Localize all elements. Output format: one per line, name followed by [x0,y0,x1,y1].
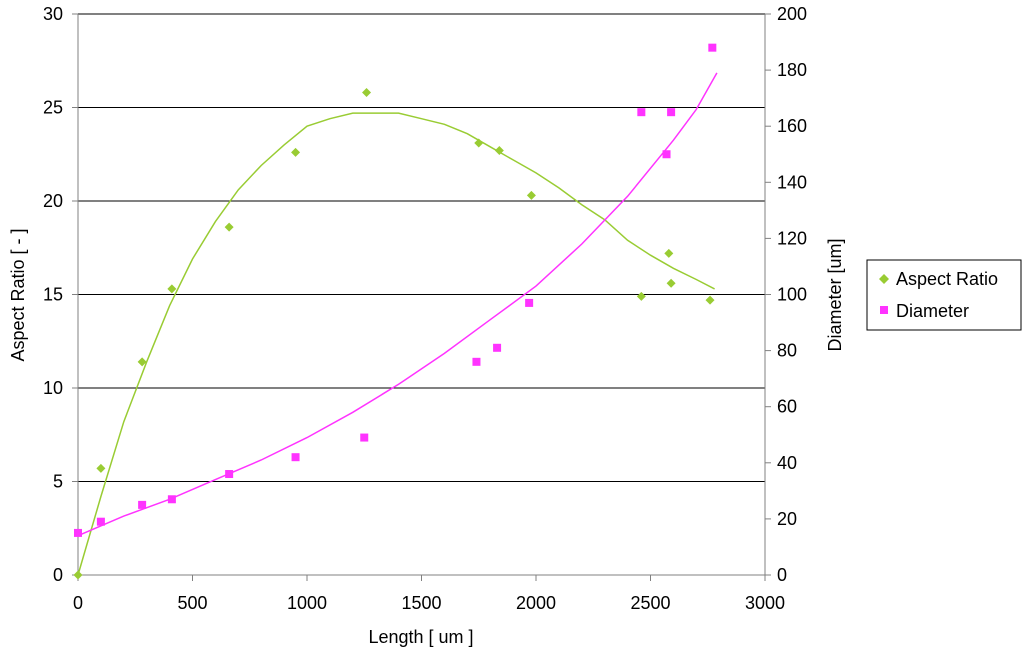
aspect-ratio-trendline [77,112,715,576]
x-tick-label: 2500 [630,593,670,613]
aspect-ratio-point [636,291,646,301]
diameter-point [167,495,176,504]
diameter-point [472,357,481,366]
aspect-ratio-point [494,146,504,156]
right-y-tick-label: 0 [777,565,787,585]
legend-box [866,259,1022,331]
right-y-tick-label: 180 [777,60,807,80]
left-y-tick-label: 20 [43,191,63,211]
aspect-ratio-point [224,222,234,232]
right-y-tick-label: 200 [777,4,807,24]
left-y-tick-label: 10 [43,378,63,398]
right-y-tick-label: 120 [777,228,807,248]
left-y-tick-label: 25 [43,98,63,118]
aspect-ratio-point [96,463,106,473]
x-tick-label: 3000 [745,593,785,613]
right-y-tick-label: 140 [777,172,807,192]
diameter-point [138,500,147,509]
legend-item-diameter: Diameter [896,301,969,321]
aspect-ratio-point [664,248,674,258]
diameter-point [667,108,676,117]
right-y-tick-label: 100 [777,285,807,305]
x-axis-title: Length [ um ] [368,627,473,647]
right-y-tick-label: 80 [777,341,797,361]
x-axis-ticks: 0 500 1000 1500 2000 2500 3000 [73,575,785,613]
x-tick-label: 0 [73,593,83,613]
left-y-tick-label: 15 [43,285,63,305]
right-y-tick-label: 40 [777,453,797,473]
aspect-ratio-point [167,284,177,294]
diameter-point [96,517,105,526]
diameter-trendline [77,72,718,537]
data-points [73,43,717,580]
legend-item-aspect-ratio: Aspect Ratio [896,269,998,289]
x-tick-label: 500 [177,593,207,613]
left-y-tick-label: 5 [53,472,63,492]
diameter-point [225,470,234,479]
left-y-tick-label: 0 [53,565,63,585]
x-tick-label: 1000 [287,593,327,613]
right-y-axis-ticks: 0 20 40 60 80 100 120 140 160 180 200 [765,4,807,585]
diameter-point [708,43,717,52]
legend: Aspect Ratio Diameter [866,259,1022,331]
aspect-ratio-point [291,147,301,157]
x-tick-label: 1500 [401,593,441,613]
diameter-point [525,298,534,307]
right-y-tick-label: 60 [777,397,797,417]
diameter-point [74,528,82,537]
diameter-point [637,108,646,117]
trendlines [77,72,718,576]
diameter-point [493,343,502,352]
right-y-tick-label: 20 [777,509,797,529]
aspect-ratio-point [474,138,484,148]
aspect-ratio-point [666,278,676,288]
right-y-axis-title: Diameter [um] [825,238,845,351]
aspect-ratio-point [362,88,372,98]
diameter-point [662,150,671,159]
aspect-ratio-point [526,190,536,200]
x-tick-label: 2000 [516,593,556,613]
aspect-ratio-point [73,570,83,580]
left-y-tick-label: 30 [43,4,63,24]
right-y-tick-label: 160 [777,116,807,136]
aspect-ratio-point [137,357,147,367]
diameter-point [291,453,300,462]
left-y-axis-ticks: 0 5 10 15 20 25 30 [43,4,78,585]
legend-square-icon [880,306,888,314]
horizontal-gridlines [78,13,765,482]
diameter-point [360,433,369,442]
legend-diamond-icon [879,274,889,284]
aspect-ratio-point [705,295,715,305]
left-y-axis-title: Aspect Ratio [ - ] [8,228,28,361]
